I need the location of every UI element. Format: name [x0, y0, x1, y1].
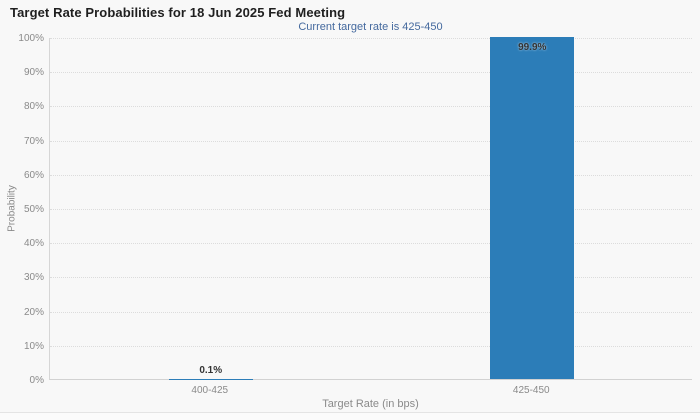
bar-425-450[interactable]: [490, 37, 575, 379]
gridline-20%: [50, 311, 692, 313]
y-tick-label-70%: 70%: [23, 135, 44, 147]
gridline-90%: [50, 72, 692, 74]
x-axis-title: Target Rate (in bps): [322, 398, 419, 410]
x-tick-label-400-425: 400-425: [191, 385, 229, 396]
gridline-10%: [50, 345, 692, 347]
bar-value-label-425-450: 99.9%: [518, 42, 547, 54]
x-tick-label-425-450: 425-450: [512, 385, 550, 396]
y-tick-label-50%: 50%: [23, 204, 44, 215]
gridline-60%: [50, 174, 692, 176]
bottom-divider: [0, 412, 700, 413]
bottom-strip: [0, 413, 700, 420]
gridline-100%: [50, 38, 692, 39]
gridline-50%: [50, 209, 692, 210]
y-tick-label-100%: 100%: [18, 33, 44, 44]
y-tick-label-60%: 60%: [23, 169, 44, 181]
y-tick-label-90%: 90%: [23, 67, 44, 79]
y-tick-label-20%: 20%: [23, 306, 44, 318]
y-tick-label-30%: 30%: [23, 272, 44, 284]
chart-subtitle: Current target rate is 425-450: [298, 21, 443, 33]
gridline-30%: [50, 277, 692, 279]
y-tick-label-0%: 0%: [29, 375, 44, 386]
bar-value-label-400-425: 0.1%: [199, 364, 223, 376]
y-tick-label-40%: 40%: [23, 238, 44, 250]
chart-title: Target Rate Probabilities for 18 Jun 202…: [10, 5, 346, 20]
gridline-40%: [50, 243, 692, 245]
y-tick-label-10%: 10%: [23, 340, 44, 352]
plot-area: 0.1% 99.9%: [49, 37, 692, 380]
y-tick-label-80%: 80%: [23, 101, 44, 113]
gridline-80%: [50, 106, 692, 108]
gridline-70%: [50, 140, 692, 142]
